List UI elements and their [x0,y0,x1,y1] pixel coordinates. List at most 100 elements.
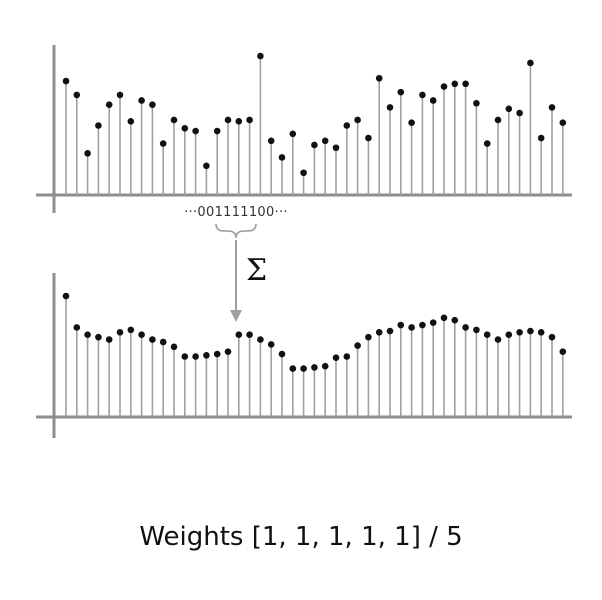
input-sample-point [95,122,102,129]
input-sample-point [537,134,545,142]
input-sample-point [548,104,556,111]
input-sample-point [62,77,70,85]
output-sample-point [375,329,383,336]
input-sample-point [516,109,523,117]
input-sample-point [462,80,469,88]
output-sample-point [321,362,329,370]
output-sample-point [278,350,286,358]
output-sample-point [516,329,523,336]
output-sample-point [62,292,70,300]
input-sample-point [267,137,275,145]
kernel-label: ···001111100··· [184,205,288,220]
output-sample-point [527,327,534,335]
input-sample-point [343,122,351,129]
kernel-brace [215,223,257,239]
output-sample-point [408,324,415,331]
input-sample-point [332,144,340,152]
sigma-symbol: Σ [246,253,267,288]
input-sample-point [354,116,361,124]
input-sample-point [116,91,124,99]
output-sample-point [192,353,199,360]
output-sample-point [84,331,91,339]
input-sample-point [408,119,415,127]
input-sample-point [559,119,567,127]
input-stems [62,52,567,195]
output-sample-point [235,331,243,339]
output-sample-point [73,324,81,331]
output-sample-point [159,338,167,346]
output-sample-point [483,331,491,339]
output-sample-point [494,336,502,343]
output-sample-point [181,353,189,360]
output-sample-point [386,327,394,335]
input-sample-point [365,134,372,142]
output-sample-point [343,353,351,360]
output-sample-point [127,326,135,334]
weights-caption: Weights [1, 1, 1, 1, 1] / 5 [139,522,463,552]
output-sample-point [311,364,318,371]
input-sample-point [105,101,113,108]
input-sample-point [235,118,243,125]
output-sample-point [149,336,156,343]
input-sample-point [429,97,437,104]
output-signal-plot [36,273,572,438]
down-arrow-icon [230,240,242,322]
input-sample-point [246,116,253,124]
input-sample-point [149,101,156,108]
input-sample-point [397,88,405,96]
input-sample-point [224,116,232,124]
output-sample-point [505,331,513,339]
input-sample-point [138,97,145,104]
output-sample-point [365,333,372,341]
output-sample-point [462,324,469,331]
input-sample-point [192,127,199,135]
output-sample-point [116,329,124,336]
input-sample-point [494,116,502,124]
input-sample-point [419,91,426,99]
input-sample-point [527,59,534,67]
input-sample-point [375,74,383,82]
input-sample-point [127,118,135,125]
input-sample-point [289,130,297,138]
output-sample-point [257,336,264,343]
output-stems [62,292,567,417]
output-sample-point [429,319,437,326]
input-sample-point [451,80,459,88]
input-sample-point [278,154,286,161]
output-sample-point [559,348,567,355]
output-sample-point [548,333,556,341]
output-sample-point [419,321,426,329]
output-sample-point [537,329,545,336]
input-sample-point [473,99,480,107]
output-sample-point [332,354,340,362]
input-signal-plot [36,45,572,213]
input-sample-point [203,162,210,170]
input-sample-point [73,91,81,99]
input-sample-point [311,141,318,149]
output-sample-point [246,331,253,339]
output-sample-point [267,341,275,348]
input-sample-point [440,83,448,90]
input-sample-point [257,52,264,60]
output-sample-point [203,351,210,359]
input-sample-point [84,150,91,157]
output-sample-point [440,314,448,322]
output-sample-point [397,321,405,329]
output-sample-point [451,316,459,324]
input-sample-point [321,137,329,145]
output-sample-point [138,331,145,339]
output-sample-point [354,342,361,349]
input-sample-point [386,104,394,111]
output-sample-point [289,365,297,372]
output-sample-point [473,326,480,334]
input-sample-point [483,140,491,147]
output-sample-point [224,348,232,355]
input-sample-point [300,169,307,177]
input-sample-point [159,140,167,147]
output-sample-point [105,336,113,343]
input-sample-point [170,116,178,124]
output-sample-point [213,350,221,358]
output-sample-point [170,343,178,351]
input-sample-point [505,105,513,113]
